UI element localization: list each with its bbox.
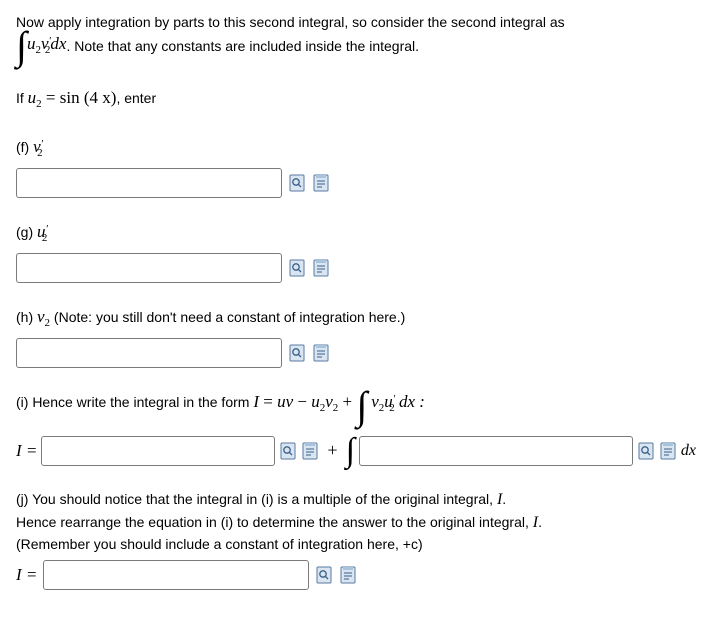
input-i-left[interactable] — [41, 436, 275, 466]
part-i: (i) Hence write the integral in the form… — [16, 390, 706, 466]
plus-sign: + — [323, 440, 341, 461]
part-f: (f) v′2 — [16, 135, 706, 198]
input-j[interactable] — [43, 560, 309, 590]
help-icon[interactable] — [312, 173, 330, 193]
preview-icon[interactable] — [315, 565, 333, 585]
preview-icon[interactable] — [288, 173, 306, 193]
preview-icon[interactable] — [279, 441, 297, 461]
input-h[interactable] — [16, 338, 282, 368]
j-eq-label: I = — [16, 565, 37, 585]
input-f[interactable] — [16, 168, 282, 198]
part-h: (h) v2 (Note: you still don't need a con… — [16, 305, 706, 368]
part-f-label: (f) — [16, 139, 33, 155]
integral-symbol: ∫ — [356, 394, 367, 418]
integral-symbol: ∫ — [346, 441, 355, 461]
help-icon[interactable] — [339, 565, 357, 585]
help-icon[interactable] — [312, 258, 330, 278]
input-g[interactable] — [16, 253, 282, 283]
part-g-label: (g) — [16, 224, 37, 240]
input-i-right[interactable] — [359, 436, 633, 466]
if-line: If u2 = sin (4 x), enter — [16, 86, 706, 113]
part-h-label: (h) — [16, 309, 37, 325]
help-icon[interactable] — [659, 441, 677, 461]
part-i-integrand: v2u′2 dx — [371, 392, 419, 411]
intro-note: . Note that any constants are included i… — [66, 36, 419, 56]
help-icon[interactable] — [312, 343, 330, 363]
integrand: u2v′2dx — [27, 32, 67, 59]
intro-text: Now apply integration by parts to this s… — [16, 12, 706, 64]
help-icon[interactable] — [301, 441, 319, 461]
preview-icon[interactable] — [288, 258, 306, 278]
part-j: (j) You should notice that the integral … — [16, 488, 706, 591]
part-h-note: (Note: you still don't need a constant o… — [50, 309, 405, 325]
preview-icon[interactable] — [637, 441, 655, 461]
i-eq-label: I = — [16, 441, 37, 461]
part-g: (g) u′2 — [16, 220, 706, 283]
part-i-label: (i) Hence write the integral in the form — [16, 394, 253, 410]
integral-symbol: ∫ — [16, 34, 27, 58]
preview-icon[interactable] — [288, 343, 306, 363]
part-i-formula: I = uv − u2v2 + — [253, 392, 356, 411]
dx-trail: dx — [681, 442, 696, 460]
intro-line1: Now apply integration by parts to this s… — [16, 14, 565, 30]
